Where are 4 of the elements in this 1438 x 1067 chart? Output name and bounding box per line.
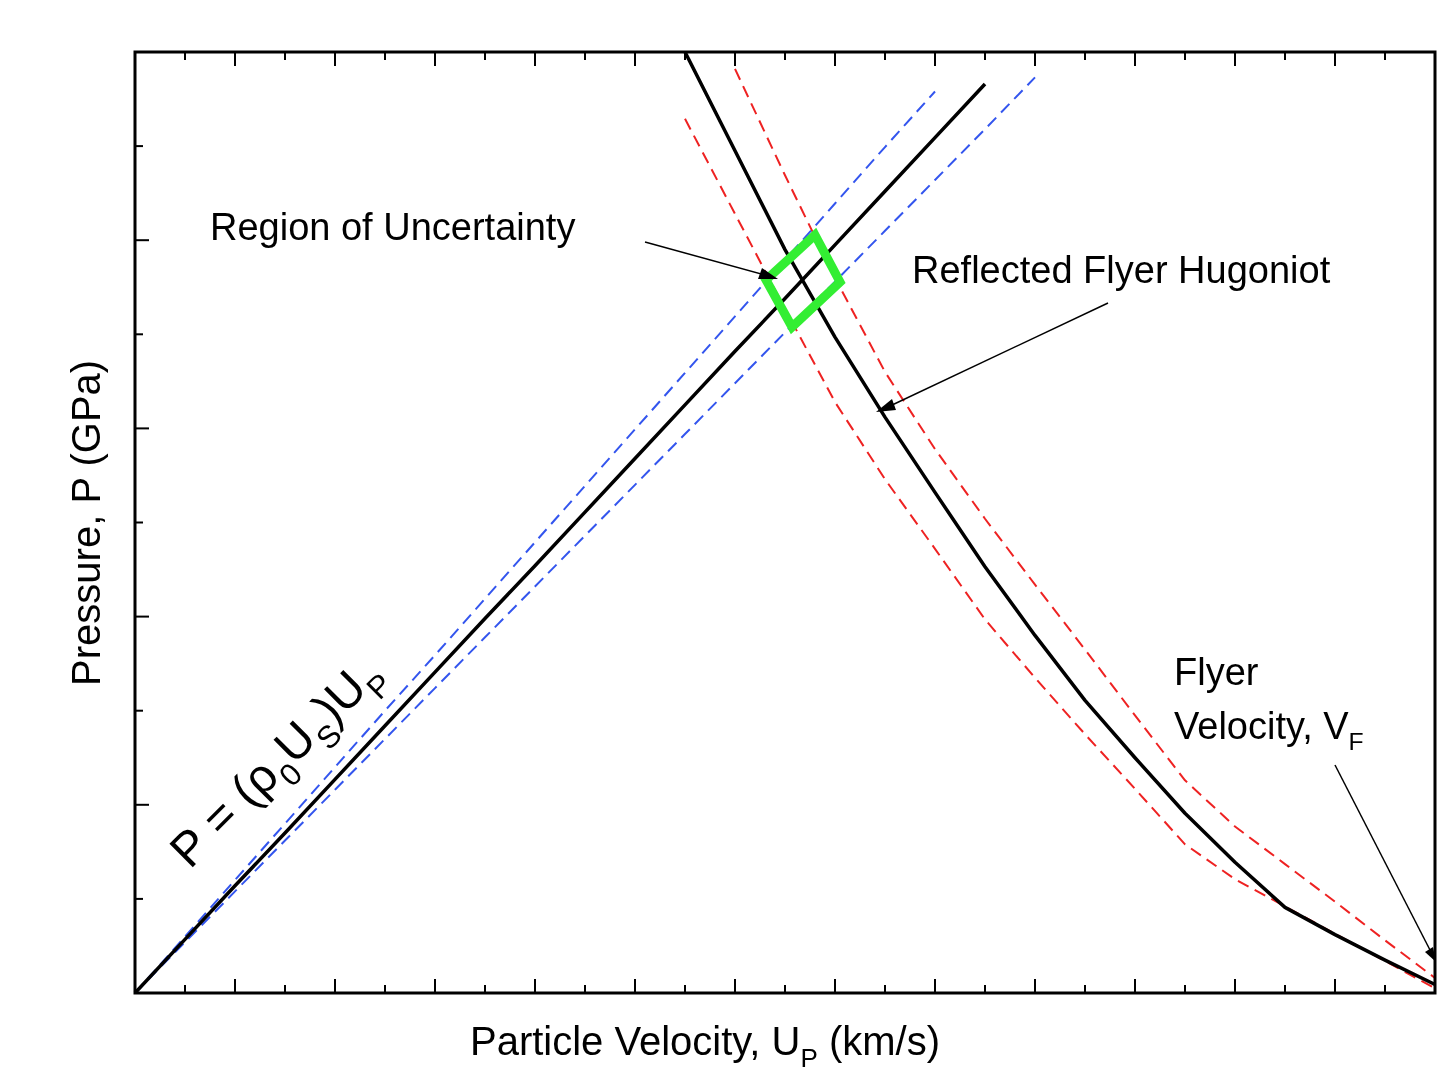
annotation: Region of Uncertainty [210,206,576,248]
annotation: Reflected Flyer Hugoniot [912,249,1331,291]
y-axis-title: Pressure, P (GPa) [64,359,108,686]
annotation: P = (ρ0US)UP [159,660,400,878]
